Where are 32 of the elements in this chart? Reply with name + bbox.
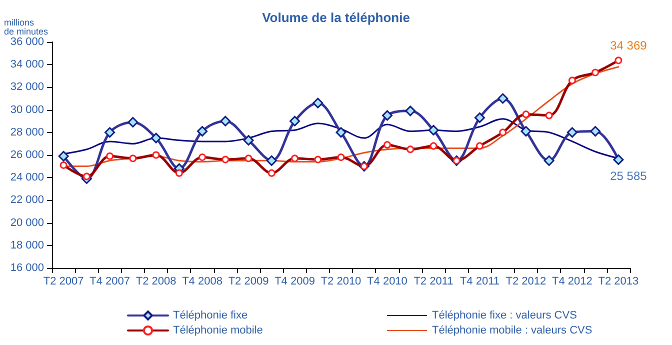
x-tick-label: T2 2011: [414, 276, 454, 288]
x-tick-label: T2 2010: [320, 276, 362, 288]
x-tick-label: T4 2008: [182, 276, 222, 288]
x-tick-label: T4 2011: [460, 276, 500, 288]
x-tick-label: T4 2007: [90, 276, 130, 288]
x-tick-label: T2 2008: [136, 276, 176, 288]
y-tick-label: 22 000: [10, 194, 44, 206]
x-tick-label: T2 2013: [598, 276, 639, 288]
legend-label: Téléphonie fixe: [173, 310, 248, 322]
y-axis-title: millions de minutes: [4, 18, 49, 36]
legend-label: Téléphonie mobile: [173, 324, 263, 336]
y-tick-label: 18 000: [10, 239, 44, 252]
x-tick-label: T4 2010: [367, 276, 408, 288]
y-tick-label: 20 000: [10, 216, 44, 229]
y-tick-label: 24 000: [10, 172, 44, 184]
x-tick-label: T2 2007: [43, 276, 84, 288]
x-tick-label: T4 2012: [552, 276, 592, 288]
y-tick-label: 36 000: [10, 36, 44, 48]
y-tick-label: 32 000: [10, 81, 44, 94]
x-tick-label: T2 2009: [228, 276, 269, 288]
data-label: 25 585: [610, 168, 648, 183]
x-tick-label: T4 2009: [274, 276, 315, 288]
y-tick-label: 30 000: [10, 104, 44, 116]
y-tick-label: 28 000: [10, 126, 44, 138]
y-tick-label: 16 000: [10, 262, 44, 274]
y-tick-label: 26 000: [10, 149, 44, 161]
x-tick-label: T2 2012: [506, 276, 546, 288]
chart-title: Volume de la téléphonie: [262, 10, 410, 25]
legend-label: Téléphonie fixe : valeurs CVS: [432, 310, 577, 322]
legend-label: Téléphonie mobile : valeurs CVS: [432, 324, 592, 336]
y-tick-label: 34 000: [10, 58, 44, 71]
data-label: 34 369: [610, 38, 648, 53]
